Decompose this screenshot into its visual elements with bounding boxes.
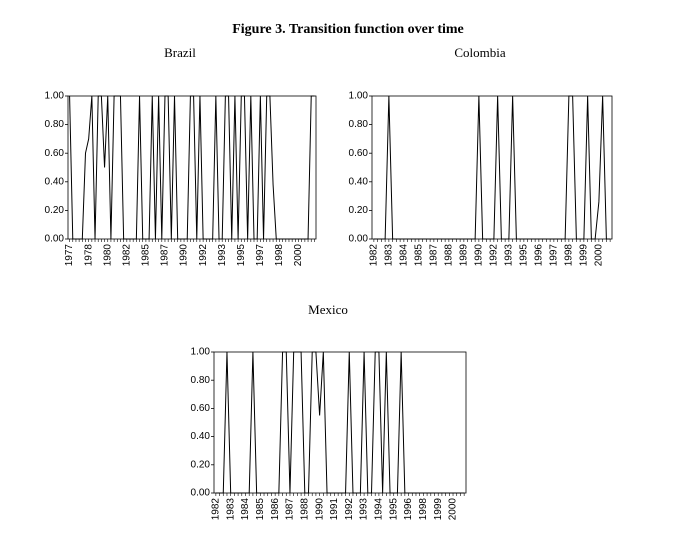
x-tick-label: 1993 <box>359 498 370 521</box>
x-tick-label: 1985 <box>414 244 425 267</box>
x-tick-label: 1986 <box>270 498 281 521</box>
x-tick-label: 1990 <box>474 244 485 267</box>
x-tick-label: 1980 <box>102 244 113 267</box>
x-tick-label: 1993 <box>504 244 515 267</box>
x-tick-label: 1983 <box>225 498 236 521</box>
plot-frame <box>213 351 467 494</box>
y-tick-label: 0.00 <box>45 234 65 245</box>
x-tick-label: 1992 <box>489 244 500 267</box>
x-tick-label: 1998 <box>274 244 285 267</box>
x-tick-label: 1992 <box>344 498 355 521</box>
x-tick-label: 1988 <box>444 244 455 267</box>
x-tick-label: 1982 <box>210 498 221 521</box>
x-tick-label: 1984 <box>399 244 410 267</box>
x-tick-label: 1995 <box>388 498 399 521</box>
series-line <box>215 351 465 494</box>
y-tick-label: 0.80 <box>45 119 65 130</box>
x-tick-label: 1997 <box>255 244 266 267</box>
x-tick-label: 1992 <box>198 244 209 267</box>
figure-title: Figure 3. Transition function over time <box>232 22 464 37</box>
y-tick-label: 0.20 <box>349 205 369 216</box>
y-tick-label: 0.20 <box>191 459 211 470</box>
y-tick-label: 0.20 <box>45 205 65 216</box>
x-tick-label: 1987 <box>285 498 296 521</box>
x-tick-label: 1982 <box>121 244 132 267</box>
x-tick-label: 1985 <box>255 498 266 521</box>
x-tick-label: 1988 <box>299 498 310 521</box>
panel-title: Colombia <box>454 45 506 60</box>
series-line <box>373 95 611 240</box>
x-tick-label: 1987 <box>160 244 171 267</box>
x-tick-label: 1998 <box>418 498 429 521</box>
y-tick-label: 1.00 <box>191 347 211 358</box>
x-tick-label: 1990 <box>179 244 190 267</box>
x-tick-label: 1996 <box>534 244 545 267</box>
x-tick-label: 1994 <box>374 498 385 521</box>
x-tick-label: 1985 <box>141 244 152 267</box>
x-tick-label: 1989 <box>459 244 470 267</box>
series-line <box>69 95 315 240</box>
x-tick-label: 2000 <box>448 498 459 521</box>
x-tick-label: 1977 <box>64 244 75 267</box>
y-tick-label: 0.40 <box>349 176 369 187</box>
y-tick-label: 0.60 <box>191 403 211 414</box>
x-tick-label: 1978 <box>83 244 94 267</box>
x-tick-label: 1984 <box>240 498 251 521</box>
x-tick-label: 1998 <box>564 244 575 267</box>
x-tick-label: 1995 <box>236 244 247 267</box>
x-tick-label: 1999 <box>579 244 590 267</box>
x-tick-label: 1996 <box>403 498 414 521</box>
panel-title: Mexico <box>308 302 348 317</box>
y-tick-label: 0.00 <box>349 234 369 245</box>
y-tick-label: 0.40 <box>191 431 211 442</box>
y-tick-label: 1.00 <box>349 91 369 102</box>
y-tick-label: 0.60 <box>349 148 369 159</box>
x-tick-label: 1995 <box>519 244 530 267</box>
y-tick-label: 0.80 <box>349 119 369 130</box>
x-tick-label: 1990 <box>314 498 325 521</box>
x-tick-label: 1982 <box>369 244 380 267</box>
y-tick-label: 0.60 <box>45 148 65 159</box>
x-tick-label: 1991 <box>329 498 340 521</box>
x-tick-label: 1987 <box>429 244 440 267</box>
x-tick-label: 1999 <box>433 498 444 521</box>
x-tick-label: 1983 <box>384 244 395 267</box>
x-tick-label: 2000 <box>594 244 605 267</box>
y-tick-label: 0.40 <box>45 176 65 187</box>
panel-title: Brazil <box>164 45 196 60</box>
y-tick-label: 0.00 <box>191 488 211 499</box>
y-tick-label: 0.80 <box>191 375 211 386</box>
plot-frame <box>67 95 317 240</box>
x-tick-label: 1993 <box>217 244 228 267</box>
y-tick-label: 1.00 <box>45 91 65 102</box>
x-tick-label: 1997 <box>549 244 560 267</box>
x-tick-label: 2000 <box>293 244 304 267</box>
